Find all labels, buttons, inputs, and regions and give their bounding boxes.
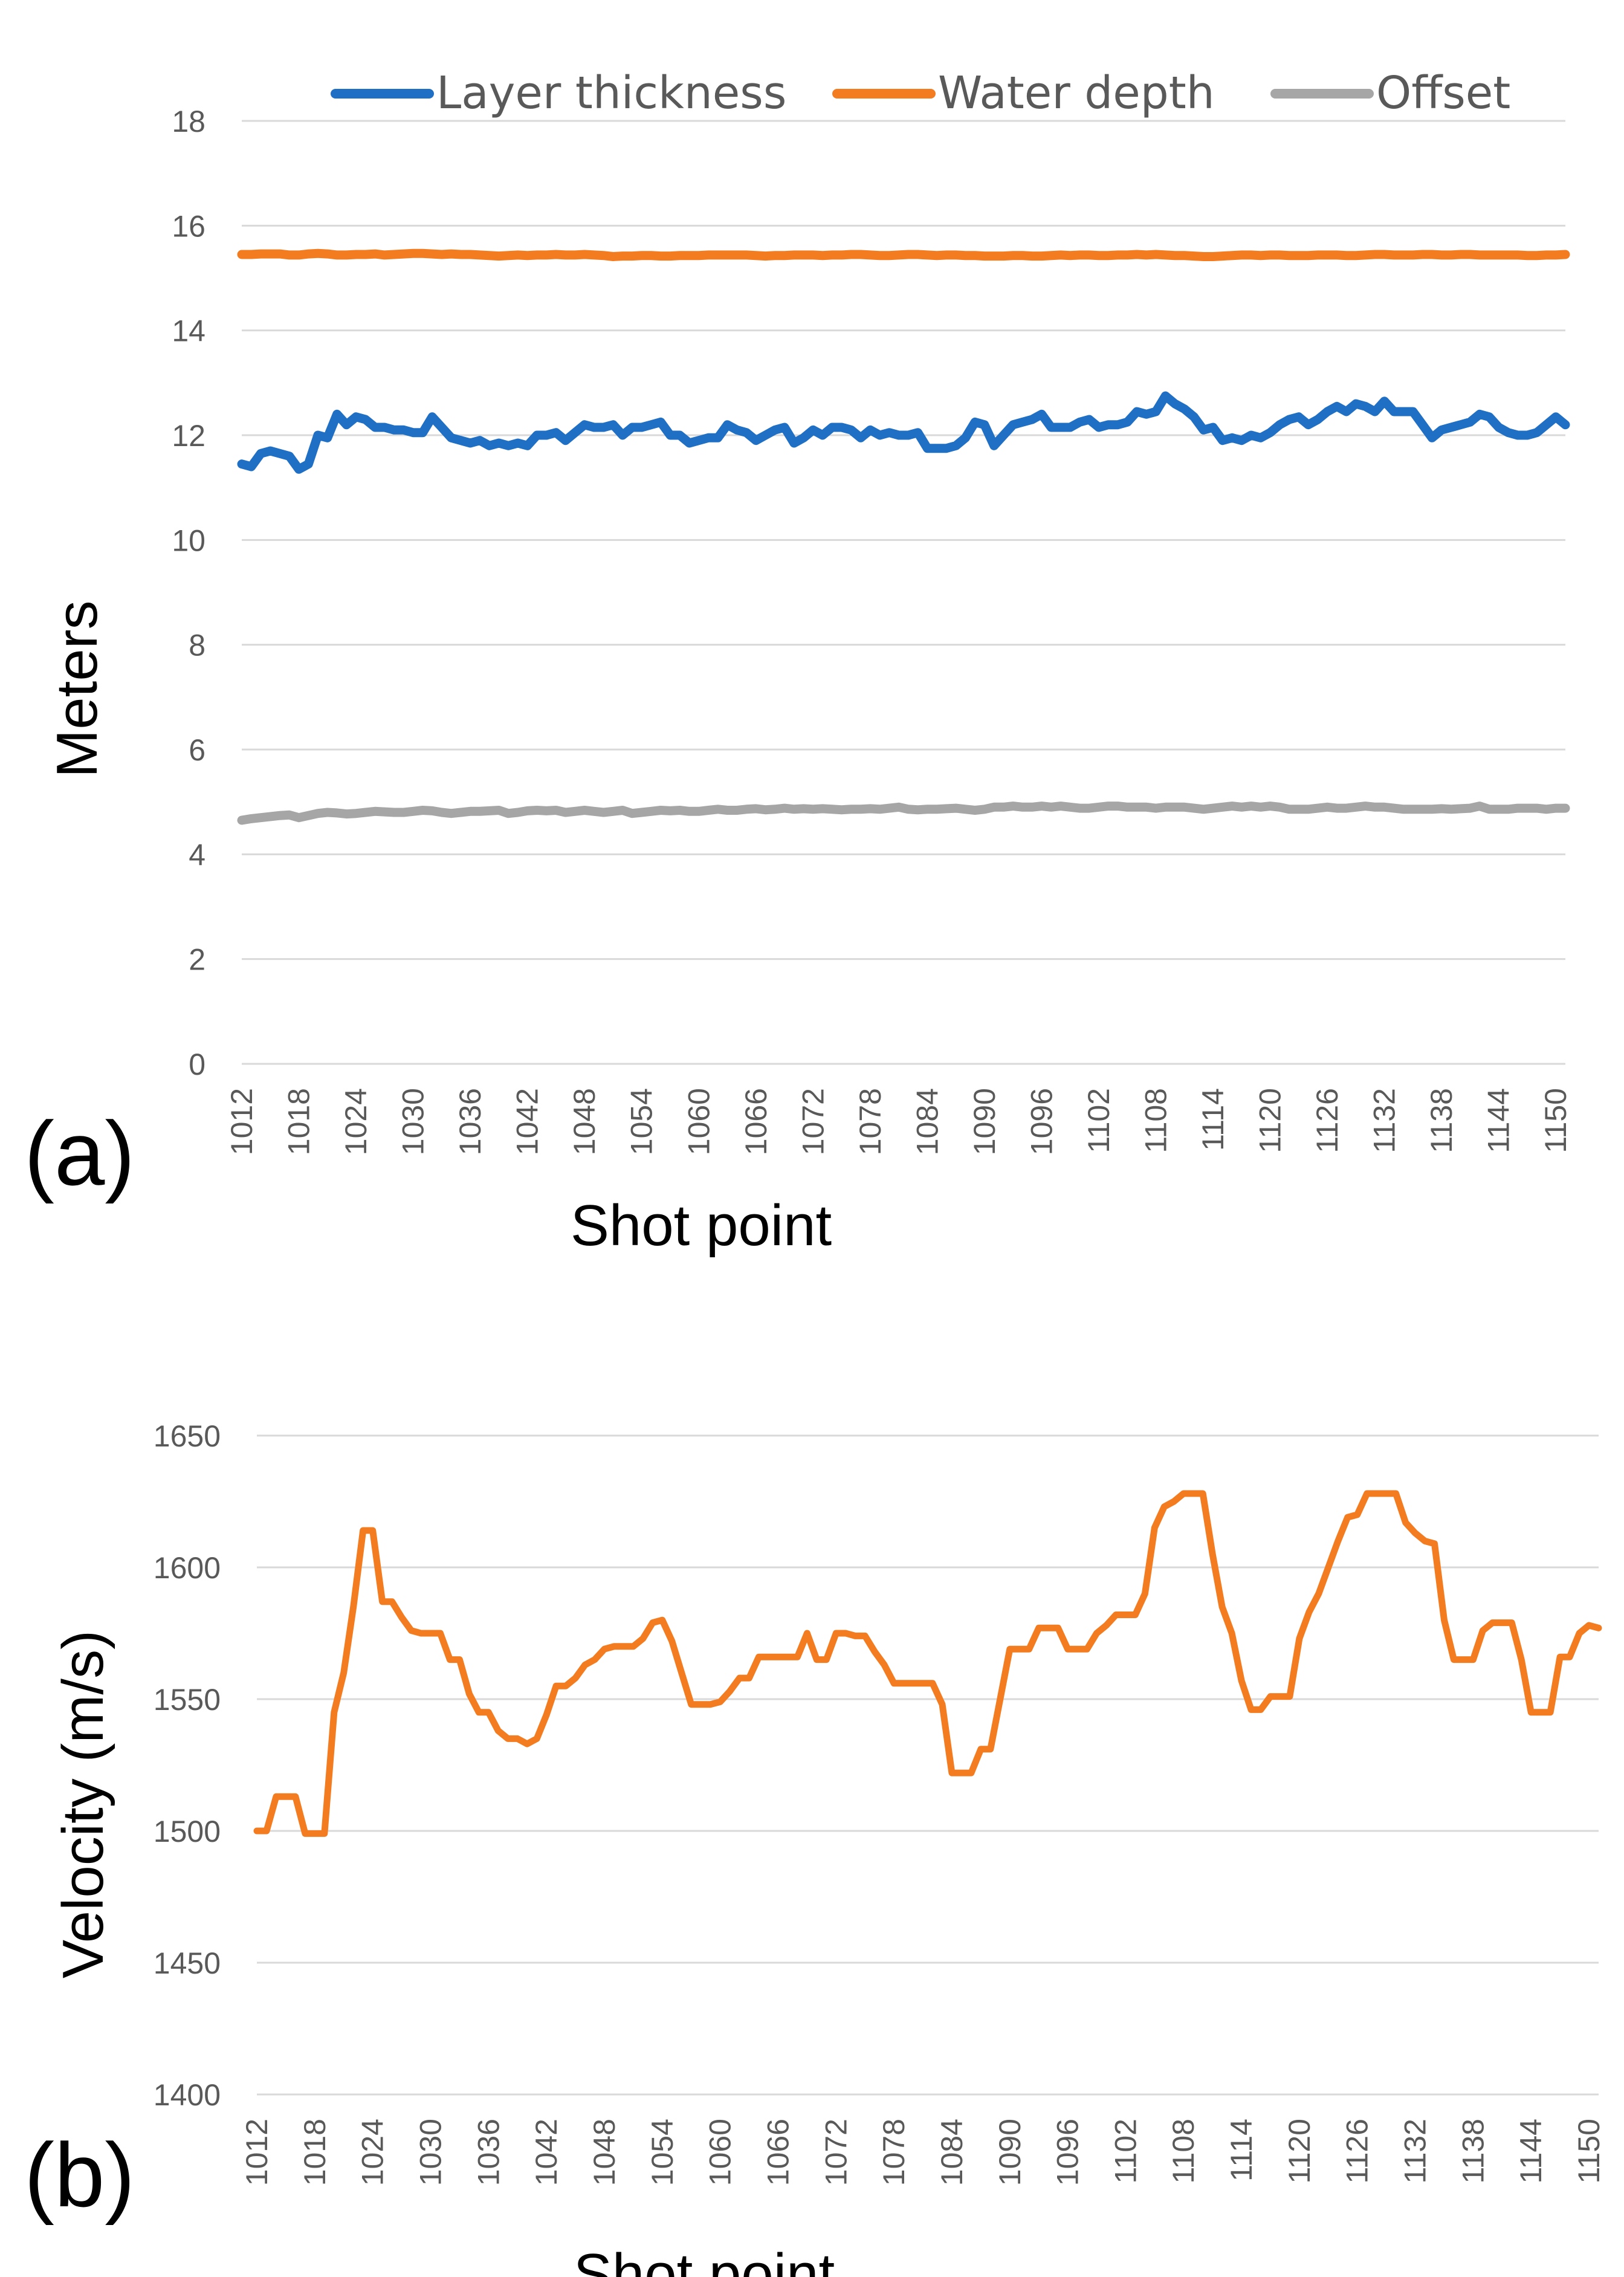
- y-tick-label: 10: [172, 523, 205, 557]
- x-tick-label: 1144: [1514, 2119, 1548, 2184]
- y-tick-label: 1600: [154, 1551, 221, 1585]
- series-line-offset: [237, 802, 1570, 825]
- x-axis-title: Shot point: [571, 1193, 832, 1258]
- y-tick-label: 8: [189, 629, 205, 662]
- x-tick-label: 1024: [356, 2119, 390, 2186]
- y-tick-label: 0: [189, 1048, 205, 1081]
- x-tick-label: 1066: [761, 2119, 795, 2186]
- chart-b: 1400 1450 1500 1550 1600 1650 1012 1018 1024 1030…: [24, 1419, 1606, 2277]
- panel-label: (b): [24, 2124, 135, 2226]
- y-tick-label: 1400: [154, 2078, 221, 2112]
- x-tick-label: 1030: [413, 2119, 447, 2186]
- series-line-layer-thickness: [237, 391, 1570, 474]
- x-tick-label: 1030: [396, 1088, 430, 1155]
- x-tick-label: 1072: [819, 2119, 853, 2186]
- y-tick-label: 14: [172, 314, 205, 348]
- y-tick-label: 12: [172, 419, 205, 453]
- x-tick-label: 1120: [1283, 2119, 1316, 2184]
- y-tick-label: 2: [189, 943, 205, 977]
- x-tick-label: 1036: [453, 1088, 487, 1155]
- x-tick-label: 1096: [1024, 1088, 1058, 1155]
- legend-label-offset: Offset: [1376, 67, 1510, 119]
- x-tick-label: 1084: [910, 1088, 944, 1155]
- x-tick-label: 1108: [1139, 1088, 1173, 1153]
- x-tick-label: 1150: [1539, 1088, 1573, 1153]
- x-tick-label: 1120: [1254, 1088, 1287, 1153]
- x-tick-label: 1090: [993, 2119, 1027, 2186]
- legend-label-layer-thickness: Layer thickness: [436, 67, 786, 119]
- x-tick-label: 1138: [1456, 2119, 1490, 2184]
- y-tick-label: 6: [189, 733, 205, 767]
- x-tick-label: 1078: [877, 2119, 911, 2186]
- series-line-water-depth: [237, 248, 1570, 261]
- panel-label: (a): [24, 1103, 135, 1204]
- x-tick-label: 1114: [1224, 2119, 1258, 2181]
- x-tick-label: 1060: [704, 2119, 737, 2186]
- x-tick-label: 1078: [853, 1088, 887, 1155]
- y-axis-title: Velocity (m/s): [51, 1630, 115, 1978]
- x-tick-label: 1012: [225, 1088, 259, 1155]
- x-tick-label: 1012: [240, 2119, 274, 2186]
- y-tick-label: 4: [189, 838, 205, 872]
- legend-label-water-depth: Water depth: [938, 67, 1215, 119]
- x-tick-label: 1132: [1399, 2119, 1432, 2184]
- x-tick-label: 1072: [796, 1088, 830, 1155]
- y-tick-label: 1550: [154, 1683, 221, 1717]
- x-tick-label: 1036: [471, 2119, 505, 2186]
- y-tick-label: 1450: [154, 1946, 221, 1980]
- x-tick-label: 1018: [298, 2119, 332, 2186]
- x-axis-title: Shot point: [574, 2242, 835, 2277]
- x-tick-label: 1150: [1572, 2119, 1606, 2184]
- x-tick-label: 1024: [339, 1088, 373, 1155]
- x-tick-label: 1126: [1310, 1088, 1344, 1153]
- y-axis-title: Meters: [45, 600, 109, 777]
- x-tick-label: 1102: [1082, 1088, 1116, 1153]
- x-tick-label: 1114: [1196, 1088, 1230, 1151]
- x-tick-label: 1144: [1482, 1088, 1516, 1153]
- x-tick-label: 1102: [1108, 2119, 1142, 2184]
- x-tick-label: 1132: [1368, 1088, 1402, 1153]
- x-tick-label: 1108: [1166, 2119, 1200, 2184]
- y-tick-label: 16: [172, 209, 205, 243]
- x-tick-label: 1126: [1341, 2119, 1374, 2184]
- x-tick-label: 1060: [682, 1088, 716, 1155]
- x-tick-label: 1090: [968, 1088, 1001, 1155]
- x-tick-label: 1042: [511, 1088, 545, 1155]
- x-tick-label: 1054: [645, 2119, 679, 2186]
- series-line-velocity: [253, 1490, 1602, 1837]
- x-tick-label: 1054: [625, 1088, 659, 1155]
- x-tick-label: 1042: [529, 2119, 563, 2186]
- x-tick-label: 1084: [935, 2119, 969, 2186]
- x-tick-label: 1138: [1425, 1088, 1458, 1153]
- x-tick-label: 1048: [568, 1088, 601, 1155]
- x-tick-label: 1018: [282, 1088, 316, 1155]
- x-tick-label: 1066: [739, 1088, 773, 1155]
- y-tick-label: 1500: [154, 1815, 221, 1848]
- x-tick-label: 1096: [1051, 2119, 1085, 2186]
- y-tick-label: 18: [172, 105, 205, 138]
- x-tick-label: 1048: [587, 2119, 621, 2186]
- y-tick-label: 1650: [154, 1419, 221, 1453]
